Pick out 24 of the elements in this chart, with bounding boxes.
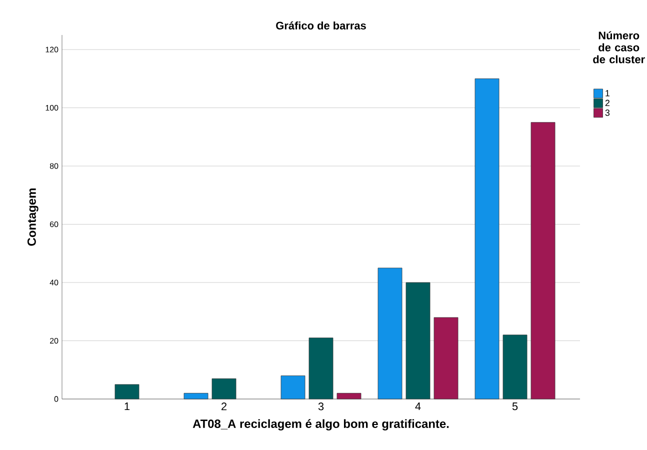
bar [184,392,208,400]
x-tick-label: 5 [512,402,518,410]
legend-title: Número de caso de cluster [593,31,645,64]
bar [308,338,334,400]
y-axis-title: Contagem [27,188,38,246]
legend-label: 3 [605,110,610,116]
bar [474,78,500,400]
bar [406,282,430,400]
legend-label: 2 [605,100,610,106]
legend-label: 1 [606,90,610,96]
bar [378,268,402,400]
x-tick-label: 4 [415,402,421,410]
bar [114,384,140,400]
bar [502,334,528,400]
bar [212,378,236,400]
x-axis-title: AT08_A reciclagem é algo bom e gratificante. [192,419,449,430]
x-tick-label: 1 [124,402,130,410]
bar [530,122,556,400]
x-tick-label: 3 [318,402,324,410]
chart-title: Gráfico de barras [276,21,366,30]
bar [434,317,458,400]
bar [336,392,362,400]
bar [280,376,306,400]
x-tick-label: 2 [222,402,226,410]
